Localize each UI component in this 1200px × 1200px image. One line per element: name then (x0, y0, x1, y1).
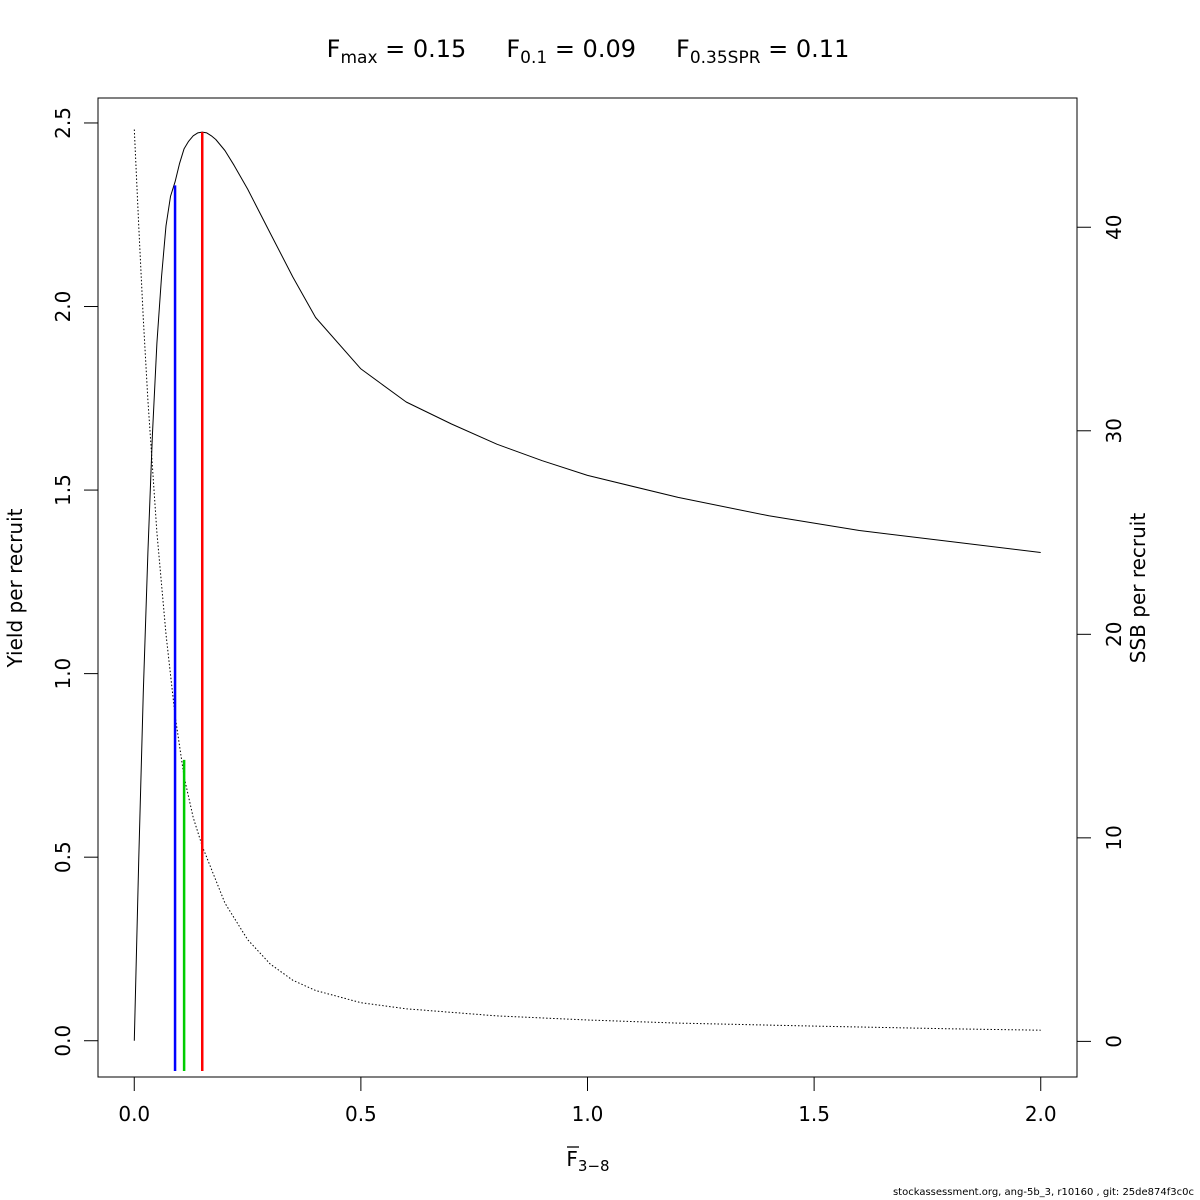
y2-tick-label: 30 (1102, 418, 1126, 443)
x-tick-label: 2.0 (1025, 1102, 1057, 1126)
x-axis-title: F3−8 (566, 1147, 609, 1175)
x-tick-label: 0.0 (118, 1102, 150, 1126)
reference-lines (173, 132, 204, 1071)
y2-tick-label: 40 (1102, 215, 1126, 240)
chart-title: Fmax = 0.15 F0.1 = 0.09 F0.35SPR = 0.11 (327, 35, 850, 68)
x-tick-label: 0.5 (345, 1102, 377, 1126)
y-tick-label: 1.5 (51, 474, 75, 506)
y2-axis-title: SSB per recruit (1126, 513, 1150, 664)
footer-note: stockassessment.org, ang-5b_3, r10160 , … (892, 1187, 1194, 1198)
y-axis-right: 0 10 20 30 40 (1076, 215, 1126, 1048)
y2-tick-label: 20 (1102, 622, 1126, 647)
x-tick-label: 1.0 (572, 1102, 604, 1126)
y-tick-label: 0.5 (51, 841, 75, 873)
y2-tick-label: 0 (1102, 1035, 1126, 1048)
series-layer (133, 129, 1041, 1041)
y2-tick-label: 10 (1102, 825, 1126, 850)
x-tick-label: 1.5 (798, 1102, 830, 1126)
x-axis: 0.0 0.5 1.0 1.5 2.0 (118, 1076, 1057, 1126)
y-tick-label: 0.0 (51, 1025, 75, 1057)
y-tick-label: 1.0 (51, 658, 75, 690)
y-axis-left: 0.0 0.5 1.0 1.5 2.0 2.5 (51, 107, 99, 1057)
y-tick-label: 2.0 (51, 291, 75, 323)
yield-per-recruit-line (133, 131, 1041, 1041)
y-axis-title: Yield per recruit (3, 508, 27, 668)
y-tick-label: 2.5 (51, 107, 75, 139)
